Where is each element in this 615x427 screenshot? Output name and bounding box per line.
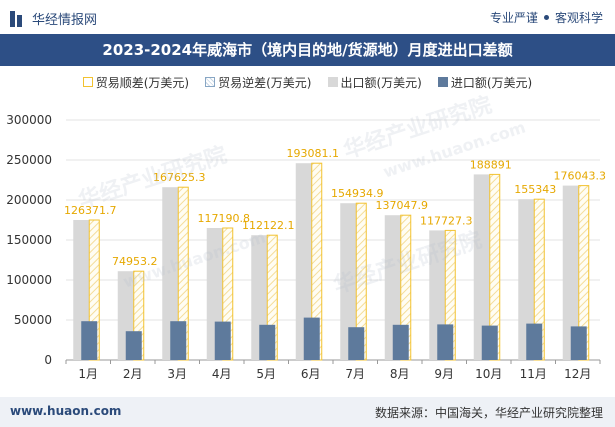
y-tick-label-2: 100000 <box>6 273 52 287</box>
bar-chart: 0 50000 100000 150000 200000 250000 300000 126… <box>6 113 607 381</box>
y-tick-label-4: 200000 <box>6 193 52 207</box>
legend-label-deficit: 贸易逆差(万美元) <box>218 75 312 90</box>
data-label-11: 176043.3 <box>554 170 607 183</box>
legend-label-export: 出口额(万美元) <box>340 75 422 90</box>
legend-label-import: 进口额(万美元) <box>450 75 533 90</box>
data-label-2: 167625.3 <box>153 171 206 184</box>
bar-export-11 <box>562 185 581 360</box>
legend-item-deficit: 贸易逆差(万美元) <box>205 72 312 92</box>
bar-export-10 <box>518 199 537 360</box>
bar-import-10 <box>526 323 543 360</box>
x-tick-label-2: 3月 <box>167 367 187 381</box>
bar-export-2 <box>162 187 181 360</box>
bar-import-2 <box>170 321 187 360</box>
data-label-0: 126371.7 <box>64 204 117 217</box>
data-label-6: 154934.9 <box>331 187 384 200</box>
bar-import-11 <box>570 326 587 360</box>
bar-import-0 <box>81 321 98 360</box>
bar-import-8 <box>437 324 454 360</box>
legend: 贸易顺差(万美元) 贸易逆差(万美元) 出口额(万美元) 进口额(万美元) <box>0 72 615 92</box>
x-tick-label-6: 7月 <box>345 367 365 381</box>
bar-import-7 <box>392 324 409 360</box>
y-tick-label-3: 150000 <box>6 233 52 247</box>
tagline: 专业严谨 客观科学 <box>490 9 603 26</box>
legend-label-surplus: 贸易顺差(万美元) <box>95 75 190 90</box>
data-label-5: 193081.1 <box>287 147 340 160</box>
legend-swatch-surplus <box>82 77 93 87</box>
x-tick-label-10: 11月 <box>520 367 547 381</box>
data-label-1: 74953.2 <box>112 255 158 268</box>
bar-export-5 <box>295 163 314 360</box>
footer: www.huaon.com 数据来源：中国海关，华经产业研究院整理 <box>0 397 615 427</box>
data-label-10: 155343 <box>514 183 556 196</box>
bar-export-9 <box>473 174 492 360</box>
legend-item-import: 进口额(万美元) <box>437 72 533 92</box>
y-tick-label-6: 300000 <box>6 113 52 127</box>
bar-export-7 <box>384 215 403 360</box>
legend-swatch-deficit <box>205 77 216 87</box>
x-tick-label-7: 8月 <box>390 367 410 381</box>
bar-import-5 <box>303 317 320 360</box>
bar-export-6 <box>340 203 359 360</box>
logo-icon <box>10 10 24 27</box>
chart-title: 2023-2024年威海市（境内目的地/货源地）月度进出口差额 <box>0 34 615 66</box>
bar-import-9 <box>481 325 498 360</box>
y-tick-label-1: 50000 <box>14 313 52 327</box>
legend-swatch-export <box>327 77 338 87</box>
tagline-right: 客观科学 <box>554 11 603 25</box>
x-tick-label-3: 4月 <box>212 367 232 381</box>
data-label-4: 112122.1 <box>242 219 295 232</box>
dot-icon <box>543 15 549 20</box>
legend-swatch-import <box>437 77 448 87</box>
footer-website: www.huaon.com <box>10 404 122 418</box>
y-tick-label-0: 0 <box>44 353 52 367</box>
x-tick-label-11: 12月 <box>564 367 591 381</box>
x-tick-label-8: 9月 <box>434 367 454 381</box>
bar-import-3 <box>214 321 231 360</box>
tagline-left: 专业严谨 <box>489 11 538 25</box>
top-bar: 华经情报网 专业严谨 客观科学 <box>0 0 615 34</box>
x-tick-label-1: 2月 <box>123 367 143 381</box>
brand-name: 华经情报网 <box>32 13 98 28</box>
legend-item-surplus: 贸易顺差(万美元) <box>82 72 190 92</box>
bar-import-1 <box>125 331 142 360</box>
legend-item-export: 出口额(万美元) <box>327 72 422 92</box>
x-tick-label-0: 1月 <box>78 367 98 381</box>
data-label-8: 117727.3 <box>420 214 473 227</box>
x-tick-label-5: 6月 <box>301 367 321 381</box>
y-tick-label-5: 250000 <box>6 153 52 167</box>
data-label-9: 188891 <box>470 158 512 171</box>
footer-source: 数据来源：中国海关，华经产业研究院整理 <box>374 406 603 420</box>
data-label-7: 137047.9 <box>376 199 429 212</box>
data-label-3: 117190.8 <box>198 212 251 225</box>
x-tick-label-9: 10月 <box>475 367 502 381</box>
x-tick-label-4: 5月 <box>256 367 276 381</box>
bar-import-6 <box>348 327 365 360</box>
brand: 华经情报网 <box>10 9 97 28</box>
bar-import-4 <box>259 324 276 360</box>
